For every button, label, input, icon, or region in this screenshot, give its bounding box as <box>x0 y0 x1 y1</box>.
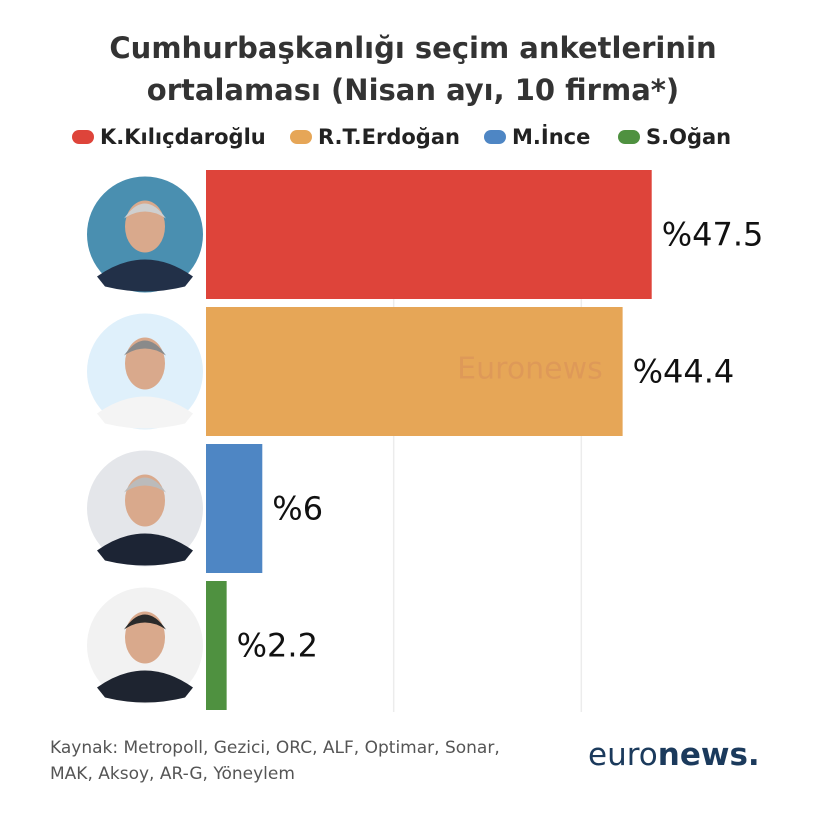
portrait-body <box>97 259 193 292</box>
portrait-body <box>97 533 193 566</box>
bar <box>206 444 263 573</box>
portrait-hair <box>124 477 166 493</box>
portrait <box>87 313 203 430</box>
portrait-body <box>97 670 193 703</box>
source: MAK, Aksoy, AR-G, Yöneylem <box>50 764 295 784</box>
value-label: %2.2 <box>237 627 318 665</box>
portrait <box>87 587 203 704</box>
chart-title: ortalaması (Nisan ayı, 10 firma*) <box>147 73 679 107</box>
bar <box>206 307 623 436</box>
legend-label: S.Oğan <box>646 125 731 149</box>
portrait-body <box>97 396 193 429</box>
chart-title: Cumhurbaşkanlığı seçim anketlerinin <box>109 31 716 65</box>
value-label: %47.5 <box>662 216 764 254</box>
legend-label: K.Kılıçdaroğlu <box>100 125 266 149</box>
legend-swatch <box>484 130 506 144</box>
logo-part: euro <box>588 737 658 773</box>
value-label: %44.4 <box>633 353 735 391</box>
legend-swatch <box>290 130 312 144</box>
portrait-hair <box>124 340 166 356</box>
portrait <box>87 176 203 293</box>
logo: euronews. <box>588 737 760 773</box>
portrait-hair <box>124 614 166 630</box>
logo-part: news. <box>658 737 760 773</box>
legend-swatch <box>72 130 94 144</box>
portrait <box>87 450 203 567</box>
legend-label: R.T.Erdoğan <box>318 125 460 149</box>
portrait-face <box>125 474 165 527</box>
watermark: Euronews <box>457 352 603 387</box>
legend-swatch <box>618 130 640 144</box>
portrait-face <box>125 337 165 390</box>
portrait-face <box>125 200 165 253</box>
portrait-face <box>125 611 165 664</box>
value-label: %6 <box>272 490 323 528</box>
bar <box>206 581 227 710</box>
portrait-hair <box>124 203 166 219</box>
bar <box>206 170 652 299</box>
legend-label: M.İnce <box>512 124 590 149</box>
source: Kaynak: Metropoll, Gezici, ORC, ALF, Opt… <box>50 738 500 758</box>
